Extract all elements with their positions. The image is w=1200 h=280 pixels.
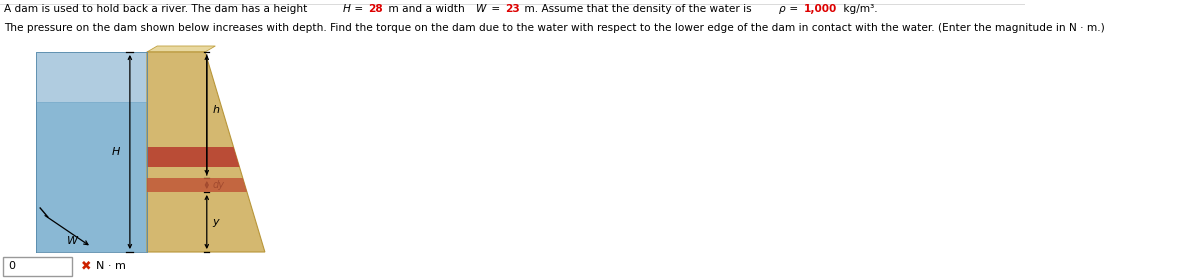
Text: 28: 28 [368, 4, 383, 13]
Text: The pressure on the dam shown below increases with depth. Find the torque on the: The pressure on the dam shown below incr… [5, 23, 1105, 33]
Text: h: h [212, 105, 220, 115]
Text: 1,000: 1,000 [803, 4, 836, 13]
Text: y: y [212, 217, 220, 227]
Text: W: W [476, 4, 486, 13]
Polygon shape [146, 52, 265, 252]
Text: =: = [487, 4, 503, 13]
Text: H: H [112, 147, 120, 157]
Polygon shape [146, 178, 247, 192]
Polygon shape [146, 46, 215, 52]
FancyBboxPatch shape [4, 256, 72, 276]
Text: H: H [342, 4, 350, 13]
Text: N · m: N · m [96, 261, 126, 271]
Polygon shape [36, 52, 146, 102]
Polygon shape [36, 102, 146, 252]
Polygon shape [146, 147, 240, 167]
Text: ✖: ✖ [82, 260, 91, 273]
Text: 0: 0 [8, 261, 16, 271]
Text: m. Assume that the density of the water is: m. Assume that the density of the water … [521, 4, 755, 13]
Text: W: W [67, 236, 78, 246]
Text: dy: dy [212, 180, 224, 190]
Text: ρ: ρ [779, 4, 786, 13]
Text: m and a width: m and a width [384, 4, 468, 13]
Text: =: = [786, 4, 802, 13]
Text: A dam is used to hold back a river. The dam has a height: A dam is used to hold back a river. The … [5, 4, 311, 13]
Text: kg/m³.: kg/m³. [840, 4, 877, 13]
Text: 23: 23 [505, 4, 520, 13]
Text: =: = [352, 4, 367, 13]
